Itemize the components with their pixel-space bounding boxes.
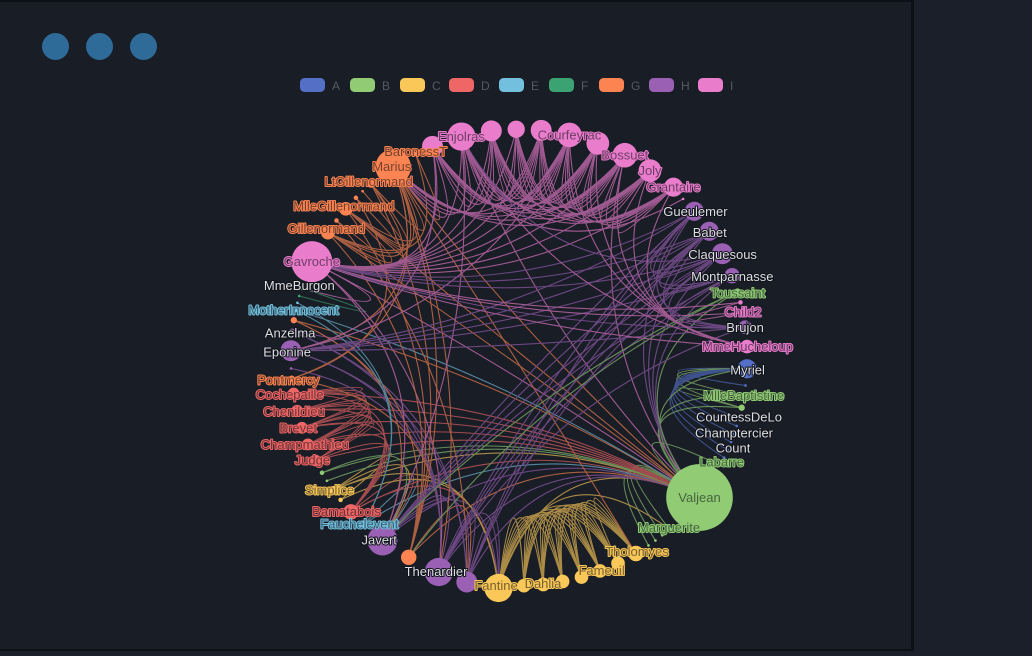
svg-text:Courfeyrac: Courfeyrac (538, 127, 602, 142)
svg-text:BaronessT: BaronessT (384, 144, 447, 159)
svg-text:Brevet: Brevet (279, 421, 317, 436)
svg-text:Fantine: Fantine (474, 578, 517, 593)
svg-text:Anzelma: Anzelma (265, 325, 316, 340)
svg-text:Toussaint: Toussaint (710, 285, 765, 300)
svg-text:Claquesous: Claquesous (688, 247, 757, 262)
svg-text:MmeHucheloup: MmeHucheloup (702, 339, 793, 354)
svg-text:Labarre: Labarre (699, 455, 744, 470)
svg-text:Gueulemer: Gueulemer (663, 204, 728, 219)
svg-text:MlleBaptistine: MlleBaptistine (703, 388, 784, 403)
svg-text:Count: Count (716, 441, 751, 456)
svg-text:Dahlia: Dahlia (525, 576, 563, 591)
svg-text:Fauchelevent: Fauchelevent (320, 516, 398, 531)
svg-text:MlleGillenormand: MlleGillenormand (293, 199, 394, 214)
svg-text:Gavroche: Gavroche (284, 254, 340, 269)
svg-text:Champmathieu: Champmathieu (261, 437, 349, 452)
svg-text:Fameuil: Fameuil (578, 563, 624, 578)
svg-text:Javert: Javert (361, 533, 397, 548)
svg-text:Joly: Joly (638, 163, 662, 178)
svg-text:Pontmercy: Pontmercy (257, 372, 320, 387)
svg-text:Bamatabois: Bamatabois (312, 504, 381, 519)
svg-text:Judge: Judge (295, 453, 330, 468)
svg-text:CountessDeLo: CountessDeLo (696, 410, 782, 425)
svg-text:Brujon: Brujon (726, 320, 764, 335)
svg-text:MotherInnocent: MotherInnocent (248, 303, 339, 318)
svg-text:Enjolras: Enjolras (438, 129, 485, 144)
svg-text:Cochepaille: Cochepaille (256, 387, 324, 402)
svg-text:Myriel: Myriel (730, 362, 765, 377)
svg-text:Simplice: Simplice (305, 483, 354, 498)
svg-text:Marguerite: Marguerite (638, 520, 700, 535)
svg-text:Babet: Babet (693, 225, 727, 240)
svg-text:Champtercier: Champtercier (695, 425, 774, 440)
svg-text:Bossuet: Bossuet (601, 148, 648, 163)
svg-text:Thenardier: Thenardier (405, 564, 469, 579)
svg-text:Chenildieu: Chenildieu (263, 404, 324, 419)
svg-text:Tholomyes: Tholomyes (605, 544, 669, 559)
svg-text:Eponine: Eponine (263, 345, 311, 360)
svg-text:Montparnasse: Montparnasse (691, 269, 773, 284)
svg-text:MmeBurgon: MmeBurgon (264, 278, 335, 293)
svg-text:Valjean: Valjean (678, 490, 720, 505)
svg-text:Child2: Child2 (725, 305, 762, 320)
svg-text:Marius: Marius (372, 159, 412, 174)
svg-text:LtGillenormand: LtGillenormand (325, 174, 413, 189)
svg-text:Grantaire: Grantaire (646, 180, 700, 195)
svg-text:Gillenormand: Gillenormand (288, 221, 365, 236)
